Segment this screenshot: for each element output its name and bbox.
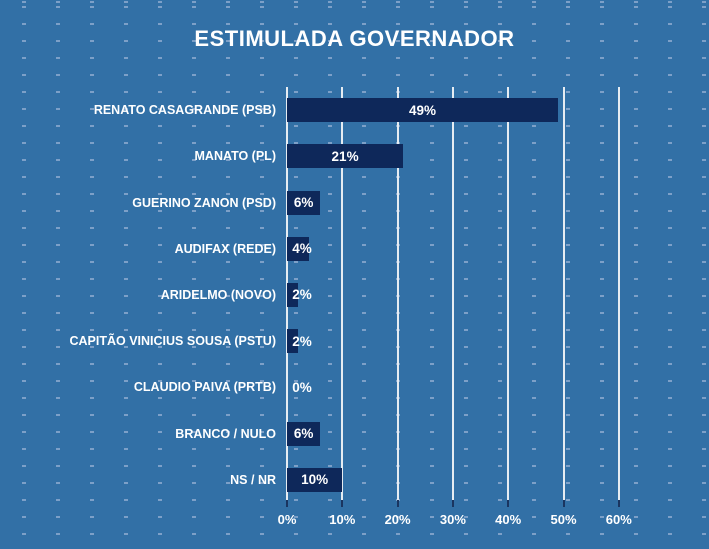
bar-track: 4% bbox=[287, 236, 709, 261]
axis-tick bbox=[396, 500, 399, 507]
axis-tick bbox=[341, 500, 344, 507]
category-label: CAPITÃO VINICIUS SOUSA (PSTU) bbox=[69, 334, 277, 349]
bar-value-label: 49% bbox=[408, 102, 436, 118]
chart-title: ESTIMULADA GOVERNADOR bbox=[194, 26, 515, 51]
gridline bbox=[507, 87, 510, 500]
category-label: GUERINO ZANON (PSD) bbox=[132, 195, 276, 210]
bar-row: AUDIFAX (REDE) 4% bbox=[0, 226, 709, 272]
bars-container: RENATO CASAGRANDE (PSB) 49% MANATO (PL) 21%… bbox=[0, 87, 709, 503]
category-label: BRANCO / NULO bbox=[175, 426, 276, 441]
bar-value-label: 2% bbox=[292, 287, 312, 303]
bar-value-label: 10% bbox=[301, 472, 329, 488]
bar-value-label: 6% bbox=[293, 195, 314, 211]
bar: 10% bbox=[287, 467, 343, 492]
axis-tick bbox=[451, 500, 454, 507]
bar-track: 0% bbox=[287, 375, 709, 399]
bar-row: MANATO (PL) 21% bbox=[0, 133, 709, 179]
x-axis-tick-label: 60% bbox=[605, 512, 632, 527]
bar-track: 2% bbox=[287, 329, 709, 354]
category-label: ARIDELMO (NOVO) bbox=[160, 287, 276, 302]
x-axis-tick-label: 20% bbox=[384, 512, 411, 527]
bar-value-label: 6% bbox=[293, 426, 314, 442]
bar-track: 6% bbox=[287, 190, 709, 215]
x-axis-tick-label: 40% bbox=[495, 512, 522, 527]
gridline bbox=[617, 87, 620, 500]
bar-value-label: 21% bbox=[331, 148, 359, 164]
bar: 4% bbox=[287, 236, 312, 261]
bar-track: 49% bbox=[287, 98, 709, 123]
axis-tick bbox=[286, 500, 288, 507]
axis-tick bbox=[507, 500, 510, 507]
gridline bbox=[341, 87, 344, 500]
category-label: RENATO CASAGRANDE (PSB) bbox=[93, 103, 276, 118]
bar: 2% bbox=[287, 282, 312, 307]
bar-value-label: 2% bbox=[292, 333, 312, 349]
bar-track: 6% bbox=[287, 421, 709, 446]
axis-tick bbox=[617, 500, 620, 507]
category-label: NS / NR bbox=[230, 472, 276, 487]
bar-track: 10% bbox=[287, 467, 709, 492]
x-axis-tick-label: 10% bbox=[329, 512, 356, 527]
bar-row: CLAUDIO PAIVA (PRTB) 0% bbox=[0, 364, 709, 410]
gridline bbox=[451, 87, 454, 500]
bar-row: ARIDELMO (NOVO) 2% bbox=[0, 272, 709, 318]
bar-track: 21% bbox=[287, 144, 709, 169]
gridline bbox=[396, 87, 399, 500]
x-axis: 0% 10% 20% 30% 40% 50% 60% bbox=[278, 512, 632, 530]
bar-row: CAPITÃO VINICIUS SOUSA (PSTU) 2% bbox=[0, 318, 709, 364]
category-label: CLAUDIO PAIVA (PRTB) bbox=[133, 380, 276, 395]
bar-row: BRANCO / NULO 6% bbox=[0, 411, 709, 457]
x-axis-tick-label: 0% bbox=[277, 512, 297, 527]
x-axis-tick-label: 50% bbox=[550, 512, 577, 527]
bar-value-label: 0% bbox=[292, 379, 312, 395]
axis-tick bbox=[562, 500, 565, 507]
x-axis-tick-label: 30% bbox=[439, 512, 466, 527]
category-label: AUDIFAX (REDE) bbox=[174, 241, 276, 256]
bar-track: 2% bbox=[287, 282, 709, 307]
bar: 21% bbox=[287, 144, 404, 169]
bar-row: RENATO CASAGRANDE (PSB) 49% bbox=[0, 87, 709, 133]
bar: 49% bbox=[287, 98, 558, 123]
category-label: MANATO (PL) bbox=[194, 149, 276, 164]
bar: 6% bbox=[287, 190, 321, 215]
bar-value-label: 4% bbox=[292, 241, 312, 257]
bar-row: NS / NR 10% bbox=[0, 457, 709, 503]
bar: 2% bbox=[287, 329, 312, 354]
bar-row: GUERINO ZANON (PSD) 6% bbox=[0, 179, 709, 225]
gridline bbox=[562, 87, 565, 500]
bar: 6% bbox=[287, 421, 321, 446]
